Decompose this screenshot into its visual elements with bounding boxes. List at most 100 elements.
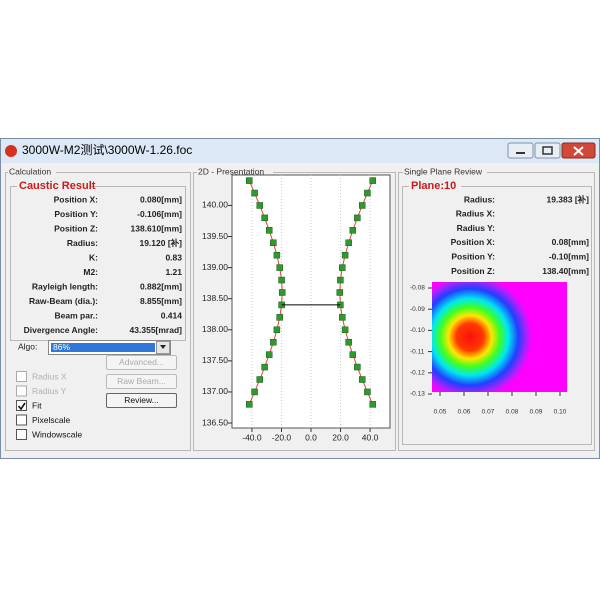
field-value: 19.383 [补] xyxy=(546,194,589,204)
y-tick-label: 138.00 xyxy=(202,324,228,334)
marker xyxy=(354,363,361,371)
calculation-group xyxy=(5,172,191,451)
x-tick-label: -20.0 xyxy=(272,432,292,442)
app-icon xyxy=(5,145,17,157)
marker xyxy=(278,276,285,284)
field-value: 8.855[mm] xyxy=(140,296,182,306)
image-y-label: -0.11 xyxy=(410,348,425,355)
marker xyxy=(345,239,352,247)
field-value: -0.106[mm] xyxy=(137,209,182,219)
x-tick-label: 0.0 xyxy=(305,432,317,442)
checkbox[interactable] xyxy=(16,429,27,440)
marker xyxy=(251,388,258,396)
image-x-label: 0.07 xyxy=(482,409,495,416)
title-bar xyxy=(1,139,599,163)
field-label: Radius: xyxy=(67,238,98,248)
field-label: K: xyxy=(89,252,98,262)
field-label: Position Z: xyxy=(451,266,495,276)
field-label: Beam par.: xyxy=(55,310,99,320)
marker xyxy=(265,351,273,358)
section-title: Caustic Result xyxy=(19,180,96,192)
field-value: 0.414 xyxy=(161,310,183,320)
marker xyxy=(261,363,268,371)
x-tick-label: -40.0 xyxy=(242,432,262,442)
button[interactable] xyxy=(106,393,177,408)
marker xyxy=(358,376,366,383)
marker xyxy=(336,289,344,296)
field-label: Position X: xyxy=(451,237,496,247)
field-label: Divergence Angle: xyxy=(24,325,98,335)
image-y-label: -0.13 xyxy=(410,391,425,398)
button-label: Review... xyxy=(124,395,159,405)
marker xyxy=(251,189,258,197)
image-x-label: 0.09 xyxy=(530,409,543,416)
checkbox-label: Radius X xyxy=(32,371,67,381)
y-tick-label: 137.50 xyxy=(202,355,228,365)
marker xyxy=(276,264,283,271)
plane-frame xyxy=(402,186,592,445)
field-label: M2: xyxy=(83,267,98,277)
checkbox[interactable] xyxy=(16,414,27,426)
marker xyxy=(364,189,371,197)
image-y-label: -0.10 xyxy=(410,327,425,334)
field-value: 0.882[mm] xyxy=(140,281,182,291)
field-label: Radius: xyxy=(464,194,495,204)
marker xyxy=(261,214,268,222)
checkbox-label: Windowscale xyxy=(32,429,82,439)
y-tick-label: 139.50 xyxy=(202,231,228,241)
group-title: Single Plane Review xyxy=(404,166,483,176)
maximize-button[interactable] xyxy=(534,142,561,159)
x-tick-label: 40.0 xyxy=(362,432,379,442)
marker xyxy=(345,338,352,346)
y-tick-label: 139.00 xyxy=(202,262,228,272)
button xyxy=(106,374,177,389)
checkbox xyxy=(16,385,27,397)
image-y-label: -0.08 xyxy=(410,285,425,292)
field-label: Position X: xyxy=(54,194,99,204)
marker xyxy=(369,177,376,184)
check-mark xyxy=(17,402,26,411)
x-tick-label: 20.0 xyxy=(332,432,349,442)
checkbox-label: Radius Y xyxy=(32,386,67,396)
window-title: 3000W-M2测试\3000W-1.26.foc xyxy=(22,142,192,157)
marker xyxy=(364,388,371,396)
minimize-button[interactable] xyxy=(507,142,534,159)
marker xyxy=(339,264,346,271)
marker xyxy=(256,376,264,383)
marker xyxy=(358,202,366,209)
field-value: 43.355[mrad] xyxy=(130,325,183,335)
marker xyxy=(349,227,357,234)
field-label: Raw-Beam (dia.): xyxy=(29,296,98,306)
marker xyxy=(354,214,361,222)
checkbox-label: Fit xyxy=(32,400,42,410)
image-y-label: -0.09 xyxy=(410,306,425,313)
plane-title: Plane:10 xyxy=(411,180,456,192)
marker xyxy=(273,326,281,334)
marker xyxy=(270,239,277,247)
field-label: Radius X: xyxy=(456,209,495,219)
y-tick-label: 136.50 xyxy=(202,417,228,427)
field-value: 0.080[mm] xyxy=(140,194,182,204)
field-value: 138.40[mm] xyxy=(542,266,589,276)
field-value: -0.10[mm] xyxy=(549,251,589,261)
field-value: 0.83 xyxy=(165,252,182,262)
marker xyxy=(246,401,253,408)
marker xyxy=(339,314,346,321)
marker xyxy=(278,289,286,296)
image-y-label: -0.12 xyxy=(410,370,425,377)
button-label: Advanced... xyxy=(119,357,164,367)
checkbox xyxy=(16,371,27,382)
field-value: 1.21 xyxy=(165,267,182,277)
field-value: 138.610[mm] xyxy=(130,223,182,233)
field-value: 19.120 [补] xyxy=(139,238,182,248)
button xyxy=(106,355,177,370)
group-title: Calculation xyxy=(9,166,51,176)
y-tick-label: 137.00 xyxy=(202,386,228,396)
image-x-label: 0.06 xyxy=(458,409,471,416)
image-x-label: 0.05 xyxy=(434,409,447,416)
marker xyxy=(341,251,349,259)
field-label: Position Y: xyxy=(451,251,495,261)
checkbox[interactable] xyxy=(16,400,27,411)
